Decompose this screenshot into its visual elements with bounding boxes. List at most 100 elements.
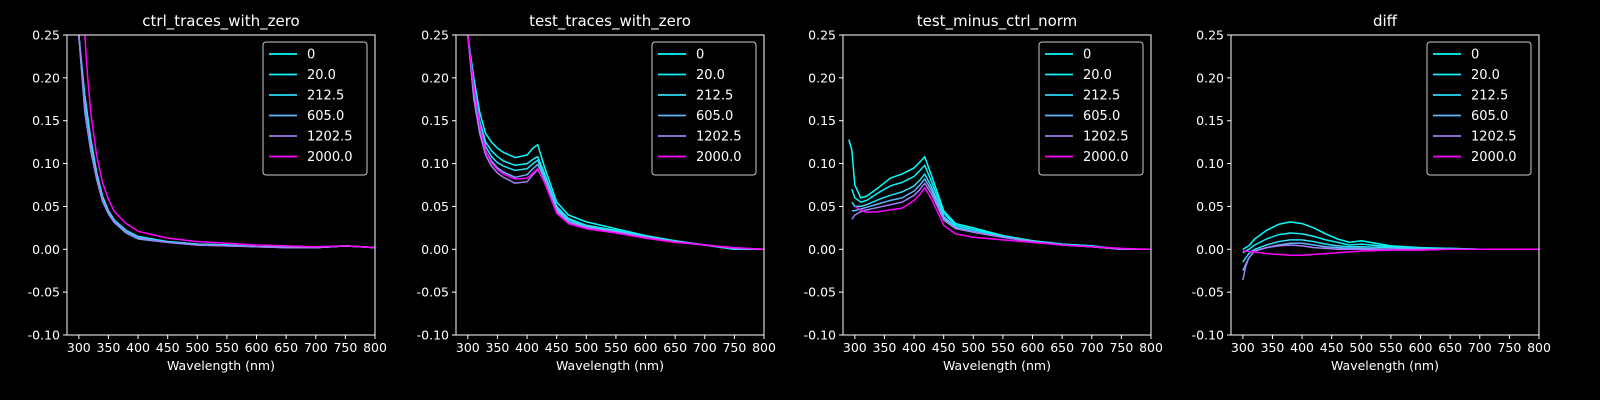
x-tick-label: 500 [185, 340, 209, 355]
x-tick-label: 500 [1349, 340, 1373, 355]
x-tick-label: 650 [1438, 340, 1462, 355]
x-tick-label: 400 [515, 340, 539, 355]
y-tick-label: 0.05 [808, 199, 836, 214]
y-tick-label: 0.10 [421, 156, 449, 171]
legend-entry-5: 2000.0 [696, 150, 742, 165]
x-tick-label: 550 [215, 340, 239, 355]
legend-entry-2: 212.5 [1083, 89, 1120, 104]
series-group [848, 139, 1151, 251]
y-tick-label: 0.10 [32, 156, 60, 171]
x-tick-label: 300 [456, 340, 480, 355]
legend: 0 20.0 212.5 605.0 1202.5 2000.0 [1038, 41, 1144, 176]
x-axis-label: Wavelength (nm) [1331, 358, 1439, 373]
x-tick-label: 800 [1527, 340, 1551, 355]
legend: 0 20.0 212.5 605.0 1202.5 2000.0 [262, 41, 368, 176]
series-line-5 [1242, 248, 1539, 257]
legend-entry-5: 2000.0 [1083, 150, 1129, 165]
x-tick-label: 800 [363, 340, 387, 355]
y-tick-label: 0.05 [421, 199, 449, 214]
y-tick-label: 0.00 [421, 242, 449, 257]
y-tick-label: 0.10 [808, 156, 836, 171]
series-line-0 [467, 35, 764, 251]
axes-frame [842, 34, 1152, 336]
x-tick-label: 800 [752, 340, 776, 355]
axes-frame [66, 34, 376, 336]
legend-entry-4: 1202.5 [1471, 130, 1517, 145]
chart-title: diff [1373, 12, 1398, 30]
x-axis-label: Wavelength (nm) [556, 358, 664, 373]
x-axis-label: Wavelength (nm) [167, 358, 275, 373]
y-tick-label: -0.05 [804, 285, 836, 300]
x-tick-label: 450 [1320, 340, 1344, 355]
y-tick-label: 0.15 [1196, 113, 1224, 128]
y-tick-label: 0.05 [32, 199, 60, 214]
x-tick-label: 750 [1497, 340, 1521, 355]
x-tick-label: 450 [932, 340, 956, 355]
y-tick-label: -0.05 [1192, 285, 1224, 300]
x-tick-label: 650 [274, 340, 298, 355]
legend-entry-3: 605.0 [696, 109, 733, 124]
y-tick-label: 0.10 [1196, 156, 1224, 171]
x-tick-label: 350 [97, 340, 121, 355]
x-tick-label: 600 [245, 340, 269, 355]
x-tick-label: 600 [1021, 340, 1045, 355]
y-tick-label: 0.25 [1196, 28, 1224, 43]
x-tick-label: 500 [961, 340, 985, 355]
chart-panel-1: 300 350 400 450 500 550 600 650 700 750 800 -0.10 -0… [417, 12, 776, 373]
y-tick-label: 0.20 [808, 70, 836, 85]
series-group [467, 35, 764, 251]
x-tick-label: 700 [304, 340, 328, 355]
x-tick-label: 550 [1379, 340, 1403, 355]
series-line-3 [851, 178, 1151, 251]
series-line-2 [851, 173, 1151, 251]
x-tick-label: 600 [634, 340, 658, 355]
y-tick-label: -0.05 [417, 285, 449, 300]
y-tick-label: 0.15 [421, 113, 449, 128]
legend: 0 20.0 212.5 605.0 1202.5 2000.0 [1426, 41, 1532, 176]
legend-entry-3: 605.0 [307, 109, 344, 124]
legend-entry-5: 2000.0 [1471, 150, 1517, 165]
series-line-5 [467, 35, 764, 251]
y-tick-label: 0.00 [1196, 242, 1224, 257]
x-tick-label: 650 [663, 340, 687, 355]
y-tick-label: 0.15 [808, 113, 836, 128]
y-tick-label: 0.20 [421, 70, 449, 85]
series-line-4 [78, 35, 375, 249]
chart-panel-3: 300 350 400 450 500 550 600 650 700 750 800 -0.10 -0… [1192, 12, 1551, 373]
series-line-5 [854, 186, 1151, 251]
chart-title: test_minus_ctrl_norm [917, 12, 1078, 31]
y-tick-label: 0.25 [421, 28, 449, 43]
x-axis-label: Wavelength (nm) [943, 358, 1051, 373]
x-tick-label: 400 [902, 340, 926, 355]
series-line-1 [851, 164, 1151, 251]
x-tick-label: 450 [545, 340, 569, 355]
axes-frame [455, 34, 765, 336]
legend-entry-1: 20.0 [1083, 68, 1112, 83]
y-tick-label: -0.10 [1192, 328, 1224, 343]
x-tick-label: 800 [1139, 340, 1163, 355]
x-tick-label: 400 [126, 340, 150, 355]
legend-entry-2: 212.5 [1471, 89, 1508, 104]
x-tick-label: 400 [1290, 340, 1314, 355]
x-tick-label: 700 [693, 340, 717, 355]
y-tick-label: 0.20 [32, 70, 60, 85]
chart-title: ctrl_traces_with_zero [142, 12, 299, 31]
x-tick-label: 300 [843, 340, 867, 355]
x-tick-label: 750 [1109, 340, 1133, 355]
axes-frame [1230, 34, 1540, 336]
x-tick-label: 600 [1409, 340, 1433, 355]
legend: 0 20.0 212.5 605.0 1202.5 2000.0 [651, 41, 757, 176]
legend-entry-0: 0 [1083, 48, 1091, 63]
legend-entry-1: 20.0 [307, 68, 336, 83]
x-tick-label: 350 [486, 340, 510, 355]
x-tick-label: 650 [1050, 340, 1074, 355]
legend-entry-3: 605.0 [1471, 109, 1508, 124]
x-tick-label: 300 [67, 340, 91, 355]
series-line-5 [84, 35, 375, 249]
chart-panel-2: 300 350 400 450 500 550 600 650 700 750 800 -0.10 -0… [804, 12, 1163, 373]
legend-entry-4: 1202.5 [1083, 130, 1129, 145]
series-group [1242, 221, 1539, 281]
legend-entry-0: 0 [307, 48, 315, 63]
x-tick-label: 350 [1261, 340, 1285, 355]
